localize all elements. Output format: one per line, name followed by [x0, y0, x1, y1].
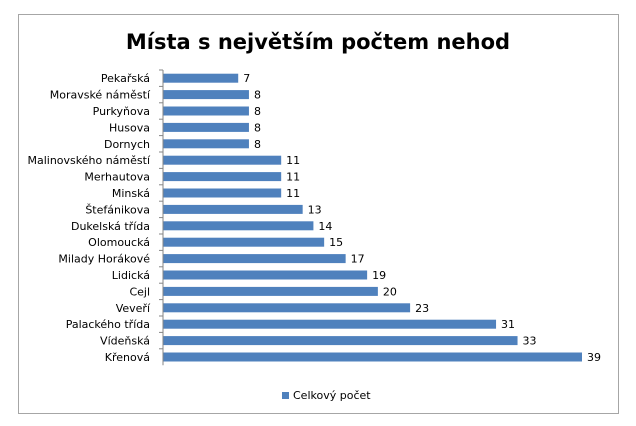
bar — [163, 319, 497, 329]
data-label: 33 — [523, 335, 537, 348]
bar — [163, 155, 282, 165]
category-label: Křenová — [105, 351, 150, 364]
bar — [163, 139, 249, 149]
category-label: Husova — [109, 121, 150, 134]
bar — [163, 286, 378, 296]
bar — [163, 122, 249, 132]
data-label: 11 — [286, 154, 300, 167]
bar — [163, 303, 411, 313]
bar — [163, 172, 282, 182]
category-label: Pekařská — [101, 72, 150, 85]
bar — [163, 106, 249, 116]
data-label: 11 — [286, 171, 300, 184]
data-label: 17 — [351, 253, 365, 266]
category-label: Purkyňova — [93, 105, 150, 118]
data-label: 14 — [318, 220, 332, 233]
data-label: 8 — [254, 89, 261, 102]
category-label: Cejl — [129, 285, 150, 298]
bar — [163, 90, 249, 100]
bar — [163, 73, 239, 83]
data-label: 15 — [329, 236, 343, 249]
bar — [163, 221, 314, 231]
data-label: 8 — [254, 105, 261, 118]
data-label: 8 — [254, 138, 261, 151]
category-label: Olomoucká — [88, 236, 150, 249]
chart-frame — [18, 14, 619, 414]
data-label: 20 — [383, 285, 397, 298]
data-label: 31 — [501, 318, 515, 331]
category-label: Lidická — [112, 269, 150, 282]
bar — [163, 336, 518, 346]
bar — [163, 254, 346, 264]
data-label: 23 — [415, 302, 429, 315]
legend: Celkový počet — [282, 388, 371, 402]
data-label: 8 — [254, 121, 261, 134]
category-label: Palackého třída — [66, 318, 150, 331]
bar — [163, 352, 582, 362]
category-label: Moravské náměstí — [50, 89, 151, 102]
bar — [163, 270, 368, 280]
chart-title: Místa s největším počtem nehod — [125, 30, 511, 54]
category-label: Dornych — [104, 138, 150, 151]
category-label: Merhautova — [84, 171, 150, 184]
data-label: 39 — [587, 351, 601, 364]
category-label: Veveří — [116, 302, 151, 315]
category-label: Milady Horákové — [58, 253, 150, 266]
category-label: Malinovského náměstí — [27, 154, 150, 167]
category-label: Vídeňská — [100, 335, 150, 348]
bar — [163, 204, 303, 214]
bar — [163, 188, 282, 198]
data-label: 19 — [372, 269, 386, 282]
category-label: Dukelská třída — [71, 220, 150, 233]
legend-label: Celkový počet — [293, 388, 371, 402]
bar — [163, 237, 325, 247]
category-label: Minská — [112, 187, 150, 200]
legend-swatch — [282, 391, 289, 399]
data-label: 11 — [286, 187, 300, 200]
category-label: Štefánikova — [85, 203, 150, 216]
data-label: 13 — [308, 203, 322, 216]
data-label: 7 — [243, 72, 250, 85]
